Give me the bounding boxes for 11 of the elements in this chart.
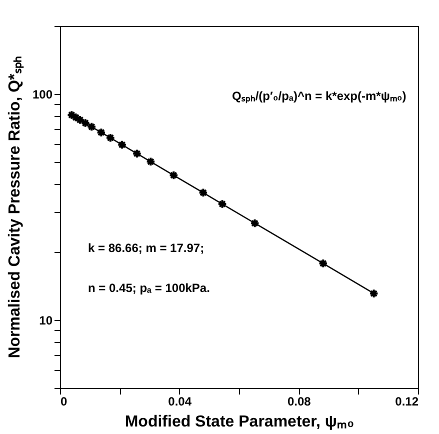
y-tick-label: 100 [32,88,53,102]
x-tick-label: 0.04 [168,394,192,408]
x-tick-label: 0.08 [287,394,312,408]
y-tick-label: 10 [39,313,53,328]
annotation: Qₛₚₕ/(p′₀/pₐ)^n = k*exp(-m*ψₘ₀) [232,89,406,104]
x-tick-label: 0.12 [395,394,419,408]
x-tick-label: 0 [60,394,68,408]
annotation: n = 0.45; pₐ = 100kPa. [88,281,210,295]
y-axis-title: Normalised Cavity Pressure Ratio, Q*ₛₚₕ [6,56,24,358]
x-axis-title: Modified State Parameter, ψₘ₀ [124,414,354,430]
annotation: k = 86.66; m = 17.97; [88,241,204,255]
